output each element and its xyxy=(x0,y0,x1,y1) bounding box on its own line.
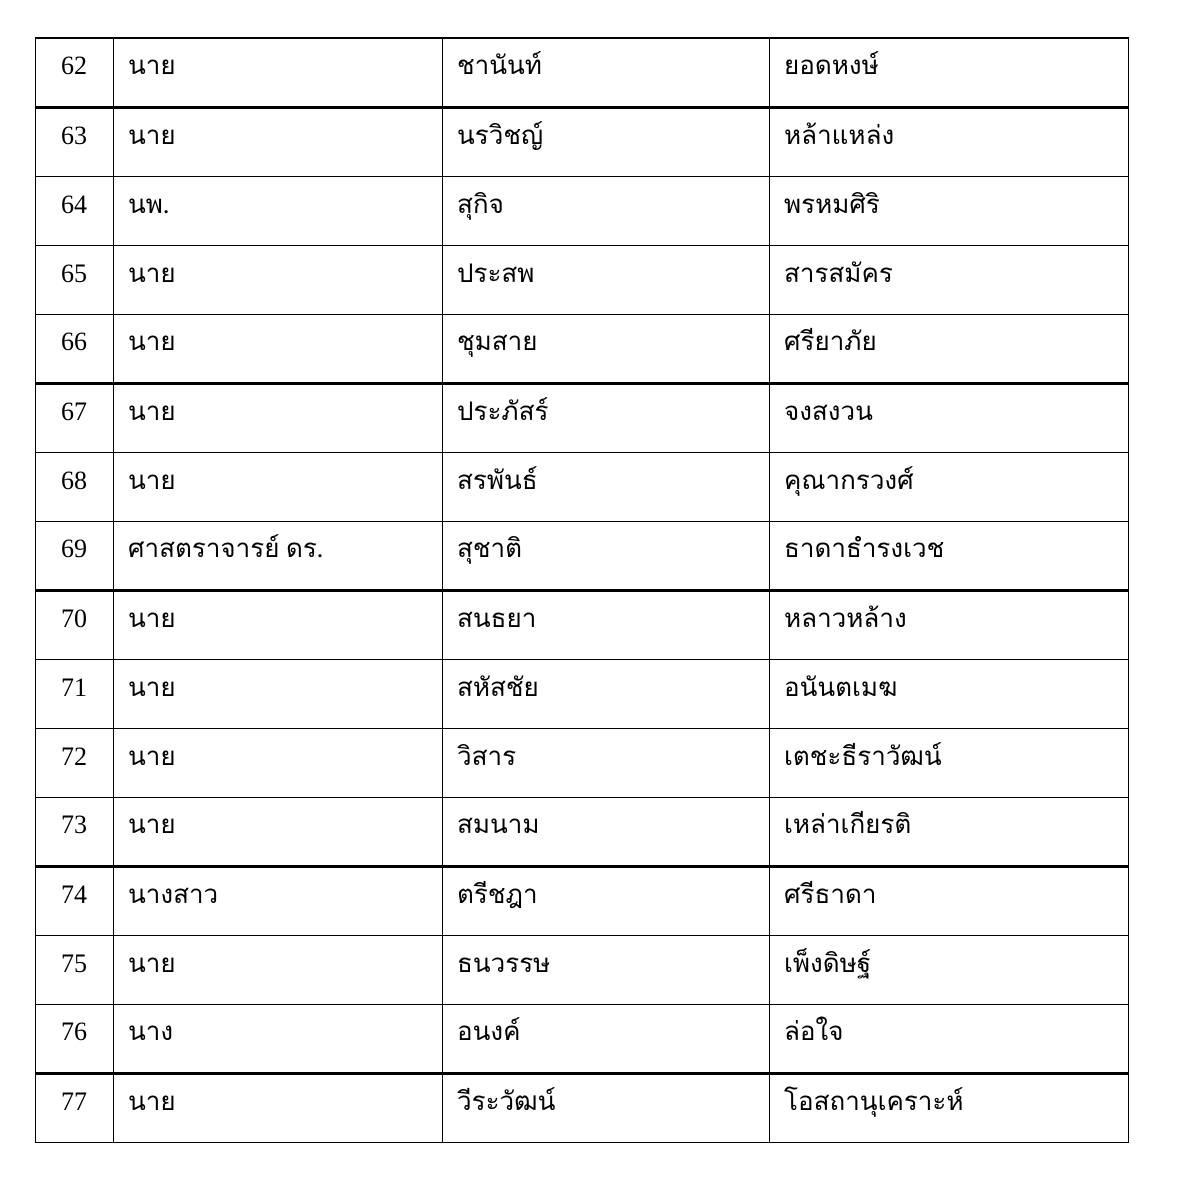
first-name-cell: อนงค์ xyxy=(442,1003,770,1075)
title-cell: นาย xyxy=(113,934,443,1005)
title-cell: นาง xyxy=(113,1003,443,1075)
table-row: 66 นาย ชุมสาย ศรียาภัย xyxy=(35,313,1129,385)
last-name-cell: หลาวหล้าง xyxy=(769,589,1129,660)
table-row: 69 ศาสตราจารย์ ดร. สุชาติ ธาดาธำรงเวช xyxy=(35,520,1129,592)
row-number-cell: 74 xyxy=(35,865,114,936)
title-cell: นาย xyxy=(113,382,443,453)
first-name-cell: ชานันท์ xyxy=(442,37,770,109)
row-number-cell: 62 xyxy=(35,37,114,109)
first-name-cell: ชุมสาย xyxy=(442,313,770,385)
member-list-table: 62 นาย ชานันท์ ยอดหงษ์ 63 นาย นรวิชญ์ หล้าแหล่ง… xyxy=(35,37,1129,1143)
title-cell: นาย xyxy=(113,727,443,798)
row-number-cell: 68 xyxy=(35,451,114,522)
table-row: 73 นาย สมนาม เหล่าเกียรติ xyxy=(35,796,1129,868)
first-name-cell: สรพันธ์ xyxy=(442,451,770,522)
table-row: 74 นางสาว ตรีชฎา ศรีธาดา xyxy=(35,865,1129,936)
last-name-cell: สารสมัคร xyxy=(769,244,1129,315)
first-name-cell: สุกิจ xyxy=(442,175,770,246)
table-row: 62 นาย ชานันท์ ยอดหงษ์ xyxy=(35,37,1129,109)
last-name-cell: ล่อใจ xyxy=(769,1003,1129,1075)
table-row: 68 นาย สรพันธ์ คุณากรวงศ์ xyxy=(35,451,1129,522)
first-name-cell: วีระวัฒน์ xyxy=(442,1072,770,1143)
last-name-cell: ศรีธาดา xyxy=(769,865,1129,936)
first-name-cell: ประภัสร์ xyxy=(442,382,770,453)
first-name-cell: นรวิชญ์ xyxy=(442,106,770,177)
first-name-cell: ประสพ xyxy=(442,244,770,315)
first-name-cell: ตรีชฎา xyxy=(442,865,770,936)
table-row: 71 นาย สหัสชัย อนันตเมฆ xyxy=(35,658,1129,729)
title-cell: ศาสตราจารย์ ดร. xyxy=(113,520,443,592)
last-name-cell: โอสถานุเคราะห์ xyxy=(769,1072,1129,1143)
first-name-cell: สมนาม xyxy=(442,796,770,868)
title-cell: นางสาว xyxy=(113,865,443,936)
last-name-cell: คุณากรวงศ์ xyxy=(769,451,1129,522)
last-name-cell: เพ็งดิษฐ์ xyxy=(769,934,1129,1005)
first-name-cell: วิสาร xyxy=(442,727,770,798)
row-number-cell: 75 xyxy=(35,934,114,1005)
last-name-cell: เหล่าเกียรติ xyxy=(769,796,1129,868)
table-row: 75 นาย ธนวรรษ เพ็งดิษฐ์ xyxy=(35,934,1129,1005)
title-cell: นาย xyxy=(113,451,443,522)
title-cell: นาย xyxy=(113,313,443,385)
first-name-cell: สหัสชัย xyxy=(442,658,770,729)
row-number-cell: 77 xyxy=(35,1072,114,1143)
title-cell: นาย xyxy=(113,244,443,315)
table-row: 67 นาย ประภัสร์ จงสงวน xyxy=(35,382,1129,453)
last-name-cell: ธาดาธำรงเวช xyxy=(769,520,1129,592)
row-number-cell: 71 xyxy=(35,658,114,729)
table-row: 72 นาย วิสาร เตชะธีราวัฒน์ xyxy=(35,727,1129,798)
first-name-cell: ธนวรรษ xyxy=(442,934,770,1005)
last-name-cell: หล้าแหล่ง xyxy=(769,106,1129,177)
row-number-cell: 70 xyxy=(35,589,114,660)
last-name-cell: อนันตเมฆ xyxy=(769,658,1129,729)
last-name-cell: พรหมศิริ xyxy=(769,175,1129,246)
title-cell: นาย xyxy=(113,37,443,109)
row-number-cell: 73 xyxy=(35,796,114,868)
last-name-cell: จงสงวน xyxy=(769,382,1129,453)
title-cell: นาย xyxy=(113,106,443,177)
last-name-cell: ยอดหงษ์ xyxy=(769,37,1129,109)
row-number-cell: 63 xyxy=(35,106,114,177)
row-number-cell: 65 xyxy=(35,244,114,315)
title-cell: นาย xyxy=(113,1072,443,1143)
row-number-cell: 72 xyxy=(35,727,114,798)
first-name-cell: สนธยา xyxy=(442,589,770,660)
table-row: 77 นาย วีระวัฒน์ โอสถานุเคราะห์ xyxy=(35,1072,1129,1143)
row-number-cell: 64 xyxy=(35,175,114,246)
table-row: 70 นาย สนธยา หลาวหล้าง xyxy=(35,589,1129,660)
table-row: 64 นพ. สุกิจ พรหมศิริ xyxy=(35,175,1129,246)
title-cell: นาย xyxy=(113,796,443,868)
row-number-cell: 76 xyxy=(35,1003,114,1075)
first-name-cell: สุชาติ xyxy=(442,520,770,592)
title-cell: นพ. xyxy=(113,175,443,246)
table-row: 65 นาย ประสพ สารสมัคร xyxy=(35,244,1129,315)
title-cell: นาย xyxy=(113,658,443,729)
row-number-cell: 69 xyxy=(35,520,114,592)
last-name-cell: เตชะธีราวัฒน์ xyxy=(769,727,1129,798)
table-row: 63 นาย นรวิชญ์ หล้าแหล่ง xyxy=(35,106,1129,177)
title-cell: นาย xyxy=(113,589,443,660)
table-row: 76 นาง อนงค์ ล่อใจ xyxy=(35,1003,1129,1075)
row-number-cell: 66 xyxy=(35,313,114,385)
row-number-cell: 67 xyxy=(35,382,114,453)
last-name-cell: ศรียาภัย xyxy=(769,313,1129,385)
